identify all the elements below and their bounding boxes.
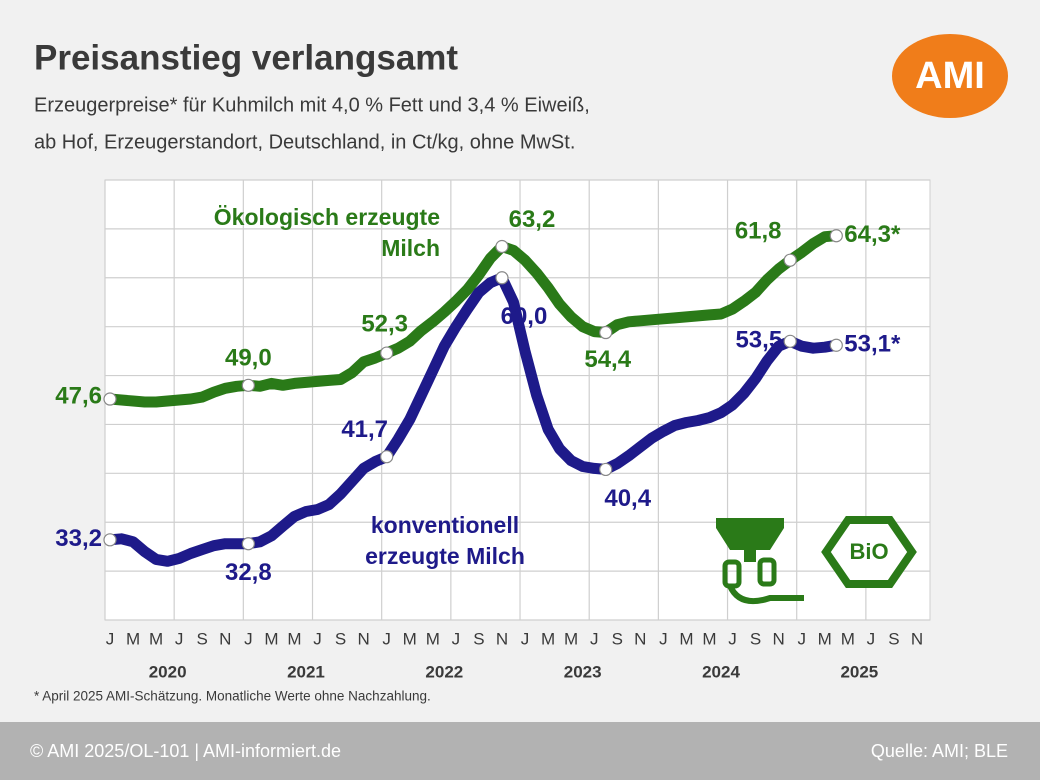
data-label: 60,0 [501, 303, 548, 330]
data-label: 47,6 [55, 382, 102, 409]
x-tick-label: M [564, 629, 578, 648]
x-tick-label: M [702, 629, 716, 648]
data-label: 33,2 [55, 525, 102, 552]
x-tick-label: J [382, 629, 391, 648]
x-tick-label: M [841, 629, 855, 648]
x-tick-label: N [773, 629, 785, 648]
point [495, 271, 509, 285]
x-tick-label: S [750, 629, 761, 648]
point [380, 346, 394, 360]
legend-eco: Ökologisch erzeugte Milch [213, 204, 440, 261]
point [829, 338, 843, 352]
x-tick-label: J [659, 629, 668, 648]
footer-right: Quelle: AMI; BLE [871, 741, 1008, 761]
data-label: 52,3 [361, 310, 408, 337]
x-tick-label: S [888, 629, 899, 648]
x-tick-label: M [679, 629, 693, 648]
x-tick-label: J [106, 629, 115, 648]
point [829, 229, 843, 243]
year-label: 2021 [287, 662, 325, 681]
x-tick-label: M [149, 629, 163, 648]
year-label: 2022 [425, 662, 463, 681]
x-tick-label: J [867, 629, 876, 648]
series-line [104, 272, 842, 567]
x-tick-label: M [818, 629, 832, 648]
x-tick-label: S [612, 629, 623, 648]
legend-conventional: konventionell erzeugte Milch [365, 512, 525, 569]
point [783, 253, 797, 267]
x-tick-label: S [335, 629, 346, 648]
milking-icon [716, 518, 804, 604]
year-label: 2025 [840, 662, 878, 681]
x-tick-label: J [452, 629, 461, 648]
x-tick-label: M [126, 629, 140, 648]
year-label: 2023 [564, 662, 602, 681]
x-tick-label: M [264, 629, 278, 648]
data-label: 41,7 [341, 416, 388, 443]
point [241, 378, 255, 392]
x-tick-label: M [541, 629, 555, 648]
x-tick-label: S [197, 629, 208, 648]
x-tick-label: J [244, 629, 253, 648]
data-label: 53,1* [844, 331, 901, 358]
bio-icon: BiO [821, 516, 917, 588]
x-tick-label: J [175, 629, 184, 648]
x-tick-label: N [219, 629, 231, 648]
subtitle: ab Hof, Erzeugerstandort, Deutschland, i… [34, 131, 575, 153]
x-tick-label: J [590, 629, 599, 648]
data-label: 32,8 [225, 559, 272, 586]
series-line [104, 230, 842, 408]
point [103, 533, 117, 547]
point [495, 239, 509, 254]
data-label: 54,4 [584, 346, 631, 373]
data-label: 64,3* [844, 221, 901, 248]
data-label: 49,0 [225, 345, 272, 372]
point [599, 325, 613, 340]
x-tick-label: M [426, 629, 440, 648]
year-label: 2024 [702, 662, 740, 681]
footnote: * April 2025 AMI-Schätzung. Monatliche W… [34, 689, 431, 704]
logo-text: AMI [915, 55, 985, 97]
chart-title: Preisanstieg verlangsamt [34, 38, 458, 77]
x-tick-label: J [728, 629, 737, 648]
bio-text: BiO [849, 539, 888, 564]
footer-bar [0, 722, 1040, 780]
x-tick-label: J [313, 629, 322, 648]
point [599, 462, 613, 477]
x-tick-label: N [357, 629, 369, 648]
point [783, 334, 797, 348]
x-tick-label: M [403, 629, 417, 648]
x-tick-label: N [496, 629, 508, 648]
x-tick-label: S [473, 629, 484, 648]
x-tick-label: N [911, 629, 923, 648]
data-label: 40,4 [604, 485, 651, 512]
x-tick-label: J [521, 629, 530, 648]
x-tick-label: J [797, 629, 806, 648]
data-label: 63,2 [509, 206, 556, 233]
data-label: 61,8 [735, 218, 782, 245]
subtitle: Erzeugerpreise* für Kuhmilch mit 4,0 % F… [34, 94, 590, 116]
point [380, 450, 394, 464]
data-label: 53,5 [735, 327, 782, 354]
x-tick-label: N [634, 629, 646, 648]
logo [892, 34, 1008, 118]
point [103, 392, 117, 406]
footer-left: © AMI 2025/OL-101 | AMI-informiert.de [30, 741, 341, 761]
year-label: 2020 [149, 662, 187, 681]
point [241, 537, 255, 551]
x-tick-label: M [287, 629, 301, 648]
